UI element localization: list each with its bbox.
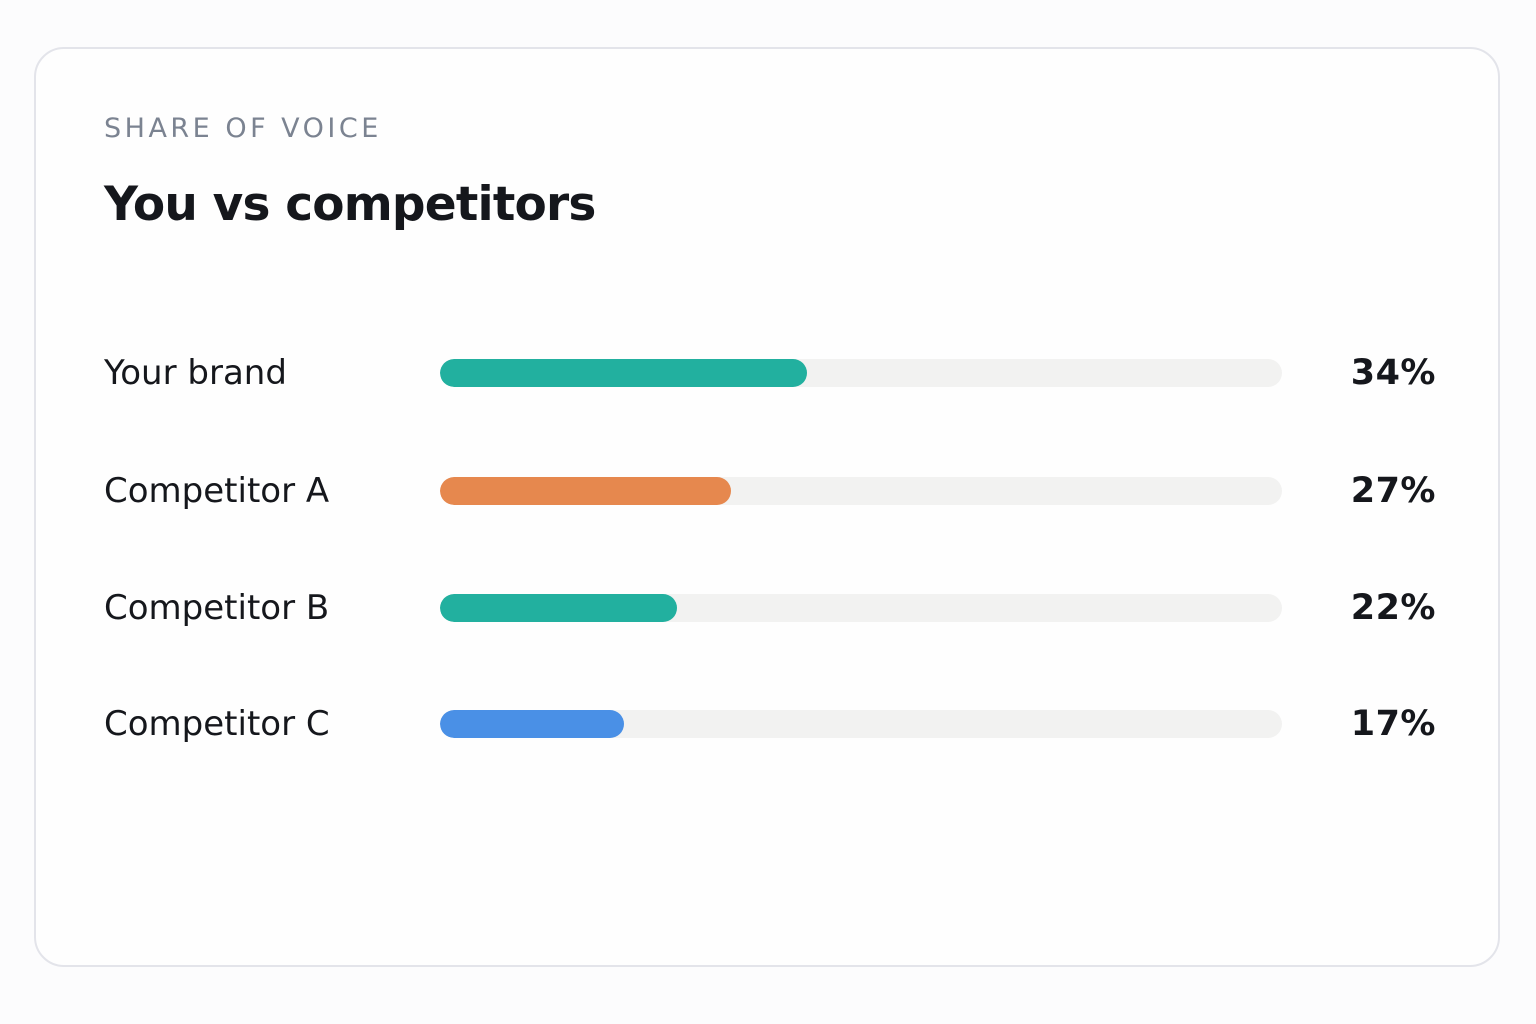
bar-row: Competitor A 27% xyxy=(36,461,1498,521)
bar-fill xyxy=(440,477,732,505)
bar-track xyxy=(440,477,1282,505)
bar-fill xyxy=(440,359,808,387)
bar-label: Competitor B xyxy=(104,588,330,628)
bar-label: Competitor A xyxy=(104,471,330,511)
bar-label: Your brand xyxy=(104,353,287,393)
bar-value-label: 34% xyxy=(1350,353,1436,393)
bar-track xyxy=(440,710,1282,738)
bar-row: Competitor C 17% xyxy=(36,694,1498,754)
bar-track xyxy=(440,594,1282,622)
card-title: You vs competitors xyxy=(104,177,596,232)
bar-value-label: 22% xyxy=(1350,588,1436,628)
bar-fill xyxy=(440,710,624,738)
bar-value-label: 27% xyxy=(1350,471,1436,511)
bar-value-label: 17% xyxy=(1350,704,1436,744)
share-of-voice-card: SHARE OF VOICE You vs competitors Your b… xyxy=(34,47,1500,967)
bar-label: Competitor C xyxy=(104,704,330,744)
card-eyebrow: SHARE OF VOICE xyxy=(104,113,382,144)
bar-row: Your brand 34% xyxy=(36,343,1498,403)
bar-track xyxy=(440,359,1282,387)
bar-row: Competitor B 22% xyxy=(36,578,1498,638)
bar-fill xyxy=(440,594,678,622)
